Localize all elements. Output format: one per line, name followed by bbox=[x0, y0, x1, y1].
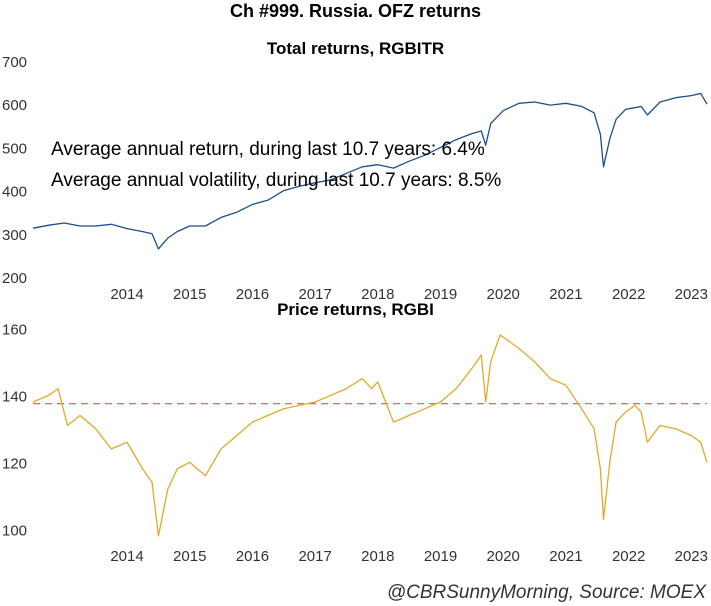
total-returns-x-tick-label: 2017 bbox=[298, 286, 331, 303]
total-returns-x-tick-label: 2019 bbox=[424, 286, 457, 303]
total-returns-x-tick-label: 2021 bbox=[549, 286, 582, 303]
price-returns-chart: 100 120 140 160 2014 2015 2016 2017 2018 2019 2020… bbox=[2, 321, 708, 565]
total-returns-x-tick-label: 2018 bbox=[361, 286, 394, 303]
total-returns-title: Total returns, RGBITR bbox=[266, 39, 445, 58]
total-returns-x-tick-label: 2022 bbox=[612, 286, 645, 303]
source-credit: @CBRSunnyMorning, Source: MOEX bbox=[386, 582, 706, 603]
price-returns-title: Price returns, RGBI bbox=[277, 300, 434, 319]
total-returns-series-line bbox=[32, 92, 708, 250]
price-returns-x-tick-label: 2016 bbox=[236, 548, 269, 565]
total-returns-x-tick-label: 2020 bbox=[487, 286, 520, 303]
total-returns-y-tick-label: 400 bbox=[2, 184, 27, 201]
price-returns-x-tick-label: 2023 bbox=[675, 548, 708, 565]
average-return-annotation: Average annual return, during last 10.7 … bbox=[51, 139, 485, 160]
price-returns-x-tick-label: 2019 bbox=[424, 548, 457, 565]
total-returns-x-tick-label: 2023 bbox=[675, 286, 708, 303]
total-returns-x-tick-label: 2016 bbox=[236, 286, 269, 303]
chart-main-title: Ch #999. Russia. OFZ returns bbox=[229, 1, 482, 21]
price-returns-y-tick-label: 160 bbox=[2, 321, 27, 338]
total-returns-x-tick-label: 2015 bbox=[173, 286, 206, 303]
total-returns-y-tick-label: 200 bbox=[2, 270, 27, 287]
average-volatility-annotation: Average annual volatility, during last 1… bbox=[51, 170, 502, 191]
price-returns-x-tick-label: 2014 bbox=[110, 548, 143, 565]
price-returns-x-tick-label: 2022 bbox=[612, 548, 645, 565]
price-returns-y-tick-label: 100 bbox=[2, 522, 27, 539]
price-returns-x-tick-label: 2021 bbox=[549, 548, 582, 565]
price-returns-x-tick-label: 2020 bbox=[487, 548, 520, 565]
price-returns-x-tick-label: 2015 bbox=[173, 548, 206, 565]
total-returns-y-tick-label: 300 bbox=[2, 227, 27, 244]
price-returns-x-tick-label: 2017 bbox=[298, 548, 331, 565]
total-returns-y-tick-label: 600 bbox=[2, 97, 27, 114]
price-returns-y-tick-label: 120 bbox=[2, 455, 27, 472]
price-returns-series-line bbox=[32, 334, 708, 537]
total-returns-y-tick-label: 500 bbox=[2, 140, 27, 157]
price-returns-x-tick-label: 2018 bbox=[361, 548, 394, 565]
price-returns-y-tick-label: 140 bbox=[2, 388, 27, 405]
total-returns-x-tick-label: 2014 bbox=[110, 286, 143, 303]
total-returns-chart: 200 300 400 500 600 700 2014 2015 2016 2017 2018 20… bbox=[2, 54, 708, 303]
total-returns-y-tick-label: 700 bbox=[2, 54, 27, 71]
